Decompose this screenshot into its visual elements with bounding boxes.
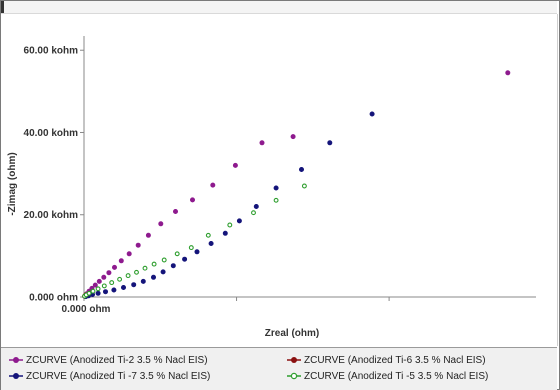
data-point — [222, 230, 228, 236]
data-point — [236, 218, 242, 224]
data-point — [117, 276, 123, 282]
x-tick-label: 0.000 ohm — [62, 304, 111, 315]
window-top-bar — [1, 1, 557, 14]
data-point — [95, 290, 101, 296]
data-point — [170, 263, 176, 269]
data-point — [208, 241, 214, 247]
data-point — [103, 289, 109, 295]
y-tick-label: 60.00 kohm — [24, 46, 79, 57]
legend-label: ZCURVE (Anodized Ti -7 3.5 % Nacl EIS) — [26, 370, 211, 382]
data-point — [86, 290, 92, 296]
data-point — [140, 278, 146, 284]
legend-item-ti6[interactable]: ZCURVE (Anodized Ti-6 3.5 % Nacl EIS) — [287, 353, 486, 367]
green-ring-marker-icon — [287, 372, 301, 380]
data-point — [151, 274, 157, 280]
navy-dot-marker-icon — [9, 373, 23, 379]
data-point — [135, 242, 141, 248]
legend-item-ti2[interactable]: ZCURVE (Anodized Ti-2 3.5 % Nacl EIS) — [9, 353, 208, 367]
data-point — [112, 264, 118, 270]
data-point — [190, 197, 196, 203]
series-3 — [82, 183, 307, 299]
plot-panel: 0.000 ohm 20.00 kohm 40.00 kohm 60.00 kohm … — [4, 14, 558, 346]
data-point — [106, 270, 112, 276]
data-point — [131, 282, 137, 288]
data-point — [101, 274, 107, 280]
data-point — [327, 140, 333, 146]
data-point — [205, 232, 211, 238]
data-point — [96, 278, 102, 284]
data-point — [259, 140, 265, 146]
series-0 — [82, 70, 511, 299]
legend-label: ZCURVE (Anodized Ti -5 3.5 % Nacl EIS) — [304, 370, 489, 382]
data-point — [90, 288, 96, 294]
data-point — [253, 204, 259, 210]
data-point — [227, 222, 233, 228]
data-point — [188, 245, 194, 251]
data-point — [273, 185, 279, 191]
data-points — [82, 70, 511, 300]
data-point — [232, 162, 238, 168]
series-2 — [83, 111, 375, 300]
data-point — [95, 286, 101, 292]
data-point — [111, 287, 117, 293]
data-point — [251, 210, 256, 216]
data-point — [301, 183, 307, 189]
data-point — [194, 249, 200, 255]
legend-item-ti7[interactable]: ZCURVE (Anodized Ti -7 3.5 % Nacl EIS) — [9, 369, 210, 383]
data-point — [182, 256, 188, 262]
data-point — [273, 197, 279, 203]
legend-label: ZCURVE (Anodized Ti-6 3.5 % Nacl EIS) — [304, 354, 486, 366]
chart-legend: ZCURVE (Anodized Ti-2 3.5 % Nacl EIS) ZC… — [1, 347, 557, 390]
data-point — [125, 273, 131, 279]
legend-item-ti5[interactable]: ZCURVE (Anodized Ti -5 3.5 % Nacl EIS) — [287, 369, 488, 383]
data-point — [126, 251, 132, 257]
data-point — [142, 265, 148, 271]
data-point — [158, 221, 164, 227]
red-dot-marker-icon — [287, 357, 301, 363]
window-edge — [1, 1, 4, 13]
data-point — [101, 283, 107, 289]
y-tick-label: 20.00 kohm — [24, 210, 79, 221]
data-point — [173, 209, 179, 215]
y-axis-label: -Zimag (ohm) — [7, 152, 18, 215]
purple-dot-marker-icon — [9, 357, 23, 363]
axes — [83, 36, 536, 298]
legend-label: ZCURVE (Anodized Ti-2 3.5 % Nacl EIS) — [26, 354, 208, 366]
x-axis-ticks: 0.000 ohm — [62, 297, 390, 315]
data-point — [369, 111, 375, 117]
data-point — [109, 280, 115, 286]
y-tick-label: 0.000 ohm — [29, 293, 78, 304]
x-axis-label: Zreal (ohm) — [265, 328, 319, 339]
data-point — [505, 70, 511, 76]
data-point — [160, 269, 166, 275]
data-point — [121, 284, 127, 290]
data-point — [145, 232, 151, 238]
data-point — [298, 167, 304, 173]
data-point — [92, 282, 98, 288]
data-point — [210, 182, 216, 188]
y-axis-ticks: 0.000 ohm 20.00 kohm 40.00 kohm 60.00 kohm — [24, 46, 84, 304]
data-point — [290, 134, 296, 140]
data-point — [174, 251, 180, 257]
data-point — [161, 257, 167, 263]
y-tick-label: 40.00 kohm — [24, 128, 79, 139]
data-point — [118, 258, 124, 264]
data-point — [134, 269, 139, 275]
data-point — [151, 261, 157, 267]
